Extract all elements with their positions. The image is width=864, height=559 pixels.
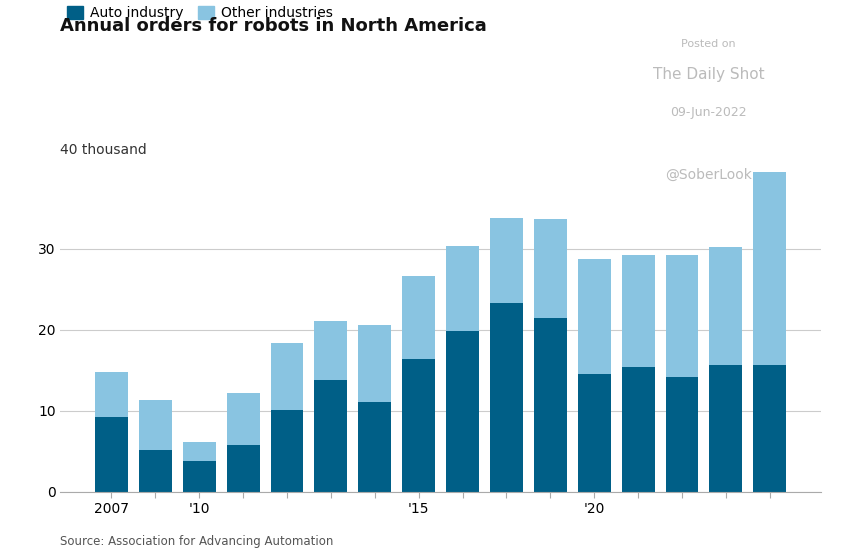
Bar <box>270 410 303 492</box>
Bar <box>446 245 479 331</box>
Bar <box>95 372 128 416</box>
Bar <box>403 359 435 492</box>
Bar <box>314 380 347 492</box>
Bar <box>270 343 303 410</box>
Text: 40 thousand: 40 thousand <box>60 143 147 157</box>
Bar <box>534 219 567 319</box>
Text: Source: Association for Advancing Automation: Source: Association for Advancing Automa… <box>60 535 334 548</box>
Bar <box>753 364 786 492</box>
Bar <box>359 402 391 492</box>
Bar <box>95 416 128 492</box>
Bar <box>403 276 435 359</box>
Bar <box>665 255 698 377</box>
Bar <box>622 367 655 492</box>
Bar <box>578 259 611 375</box>
Bar <box>226 445 259 492</box>
Text: @SoberLook: @SoberLook <box>665 168 752 182</box>
Bar <box>709 364 742 492</box>
Bar <box>446 331 479 492</box>
Bar <box>183 442 216 461</box>
Legend: Auto industry, Other industries: Auto industry, Other industries <box>67 6 334 20</box>
Bar <box>753 172 786 364</box>
Bar <box>359 325 391 402</box>
Bar <box>622 255 655 367</box>
Bar <box>139 450 172 492</box>
Text: 09-Jun-2022: 09-Jun-2022 <box>670 106 746 119</box>
Bar <box>490 303 523 492</box>
Bar <box>490 218 523 303</box>
Bar <box>578 375 611 492</box>
Bar <box>665 377 698 492</box>
Text: The Daily Shot: The Daily Shot <box>652 67 765 82</box>
Bar <box>709 247 742 364</box>
Bar <box>226 393 259 445</box>
Bar <box>139 400 172 450</box>
Text: Posted on: Posted on <box>681 39 736 49</box>
Bar <box>314 321 347 380</box>
Bar <box>534 319 567 492</box>
Text: Annual orders for robots in North America: Annual orders for robots in North Americ… <box>60 17 487 35</box>
Bar <box>183 461 216 492</box>
